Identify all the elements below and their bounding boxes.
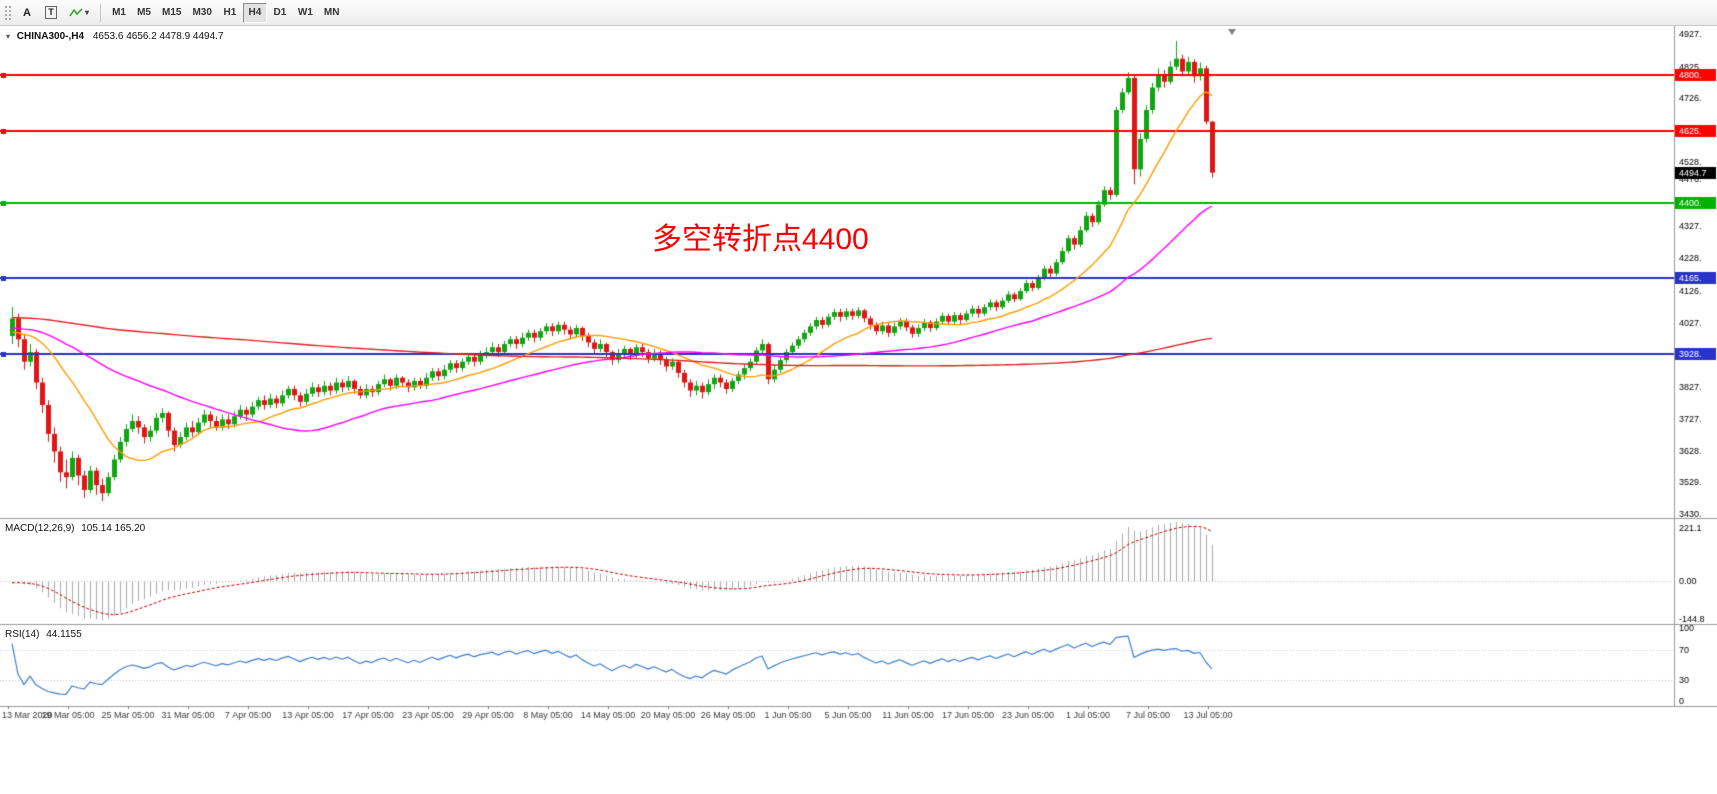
timeframe-button-h1[interactable]: H1 <box>218 3 242 23</box>
timeframe-button-group: M1 M5 M15 M30 H1 H4 D1 W1 MN <box>107 2 345 23</box>
rsi-name: RSI(14) <box>5 629 40 640</box>
timeframe-button-d1[interactable]: D1 <box>268 3 292 23</box>
indicator-dropdown-button[interactable]: ▾ <box>64 3 94 23</box>
symbol-name: CHINA300-,H4 <box>16 31 85 42</box>
text-tool-icon: T <box>45 6 57 19</box>
chart-area: ▾ CHINA300-,H4 4653.6 4656.2 4478.9 4494… <box>0 26 1717 794</box>
timeframe-button-h4[interactable]: H4 <box>242 2 267 23</box>
symbol-title: ▾ CHINA300-,H4 4653.6 4656.2 4478.9 4494… <box>6 31 228 42</box>
time-axis[interactable] <box>0 706 1674 730</box>
macd-name: MACD(12,26,9) <box>5 523 75 534</box>
macd-values: 105.14 165.20 <box>81 523 146 534</box>
chart-annotation-text[interactable]: 多空转折点4400 <box>652 223 869 256</box>
toolbar-grip[interactable] <box>4 4 11 21</box>
zigzag-icon <box>69 7 83 16</box>
panel-separator-macd[interactable] <box>0 516 1717 521</box>
rsi-label: RSI(14) 44.1155 <box>5 629 86 640</box>
symbol-ohlc: 4653.6 4656.2 4478.9 4494.7 <box>92 31 224 42</box>
macd-label: MACD(12,26,9) 105.14 165.20 <box>5 523 149 534</box>
timeframe-button-w1[interactable]: W1 <box>293 3 318 23</box>
toolbar: A T ▾ M1 M5 M15 M30 H1 H4 D1 W1 MN <box>0 0 1717 26</box>
timeframe-button-m30[interactable]: M30 <box>187 3 216 23</box>
text-tool-button[interactable]: T <box>40 3 62 23</box>
panel-separator-rsi[interactable] <box>0 622 1717 627</box>
toolbar-separator <box>100 3 102 22</box>
timeframe-button-m15[interactable]: M15 <box>157 3 186 23</box>
price-axis[interactable] <box>1674 26 1717 706</box>
timeframe-button-m1[interactable]: M1 <box>107 3 131 23</box>
timeframe-button-m5[interactable]: M5 <box>132 3 156 23</box>
timeframe-button-mn[interactable]: MN <box>319 3 345 23</box>
rsi-values: 44.1155 <box>46 629 82 640</box>
symbol-menu-icon: ▾ <box>6 32 11 41</box>
arrow-tool-button[interactable]: A <box>16 3 38 23</box>
chart-canvas[interactable] <box>0 26 1717 794</box>
chevron-down-icon: ▾ <box>85 8 90 17</box>
